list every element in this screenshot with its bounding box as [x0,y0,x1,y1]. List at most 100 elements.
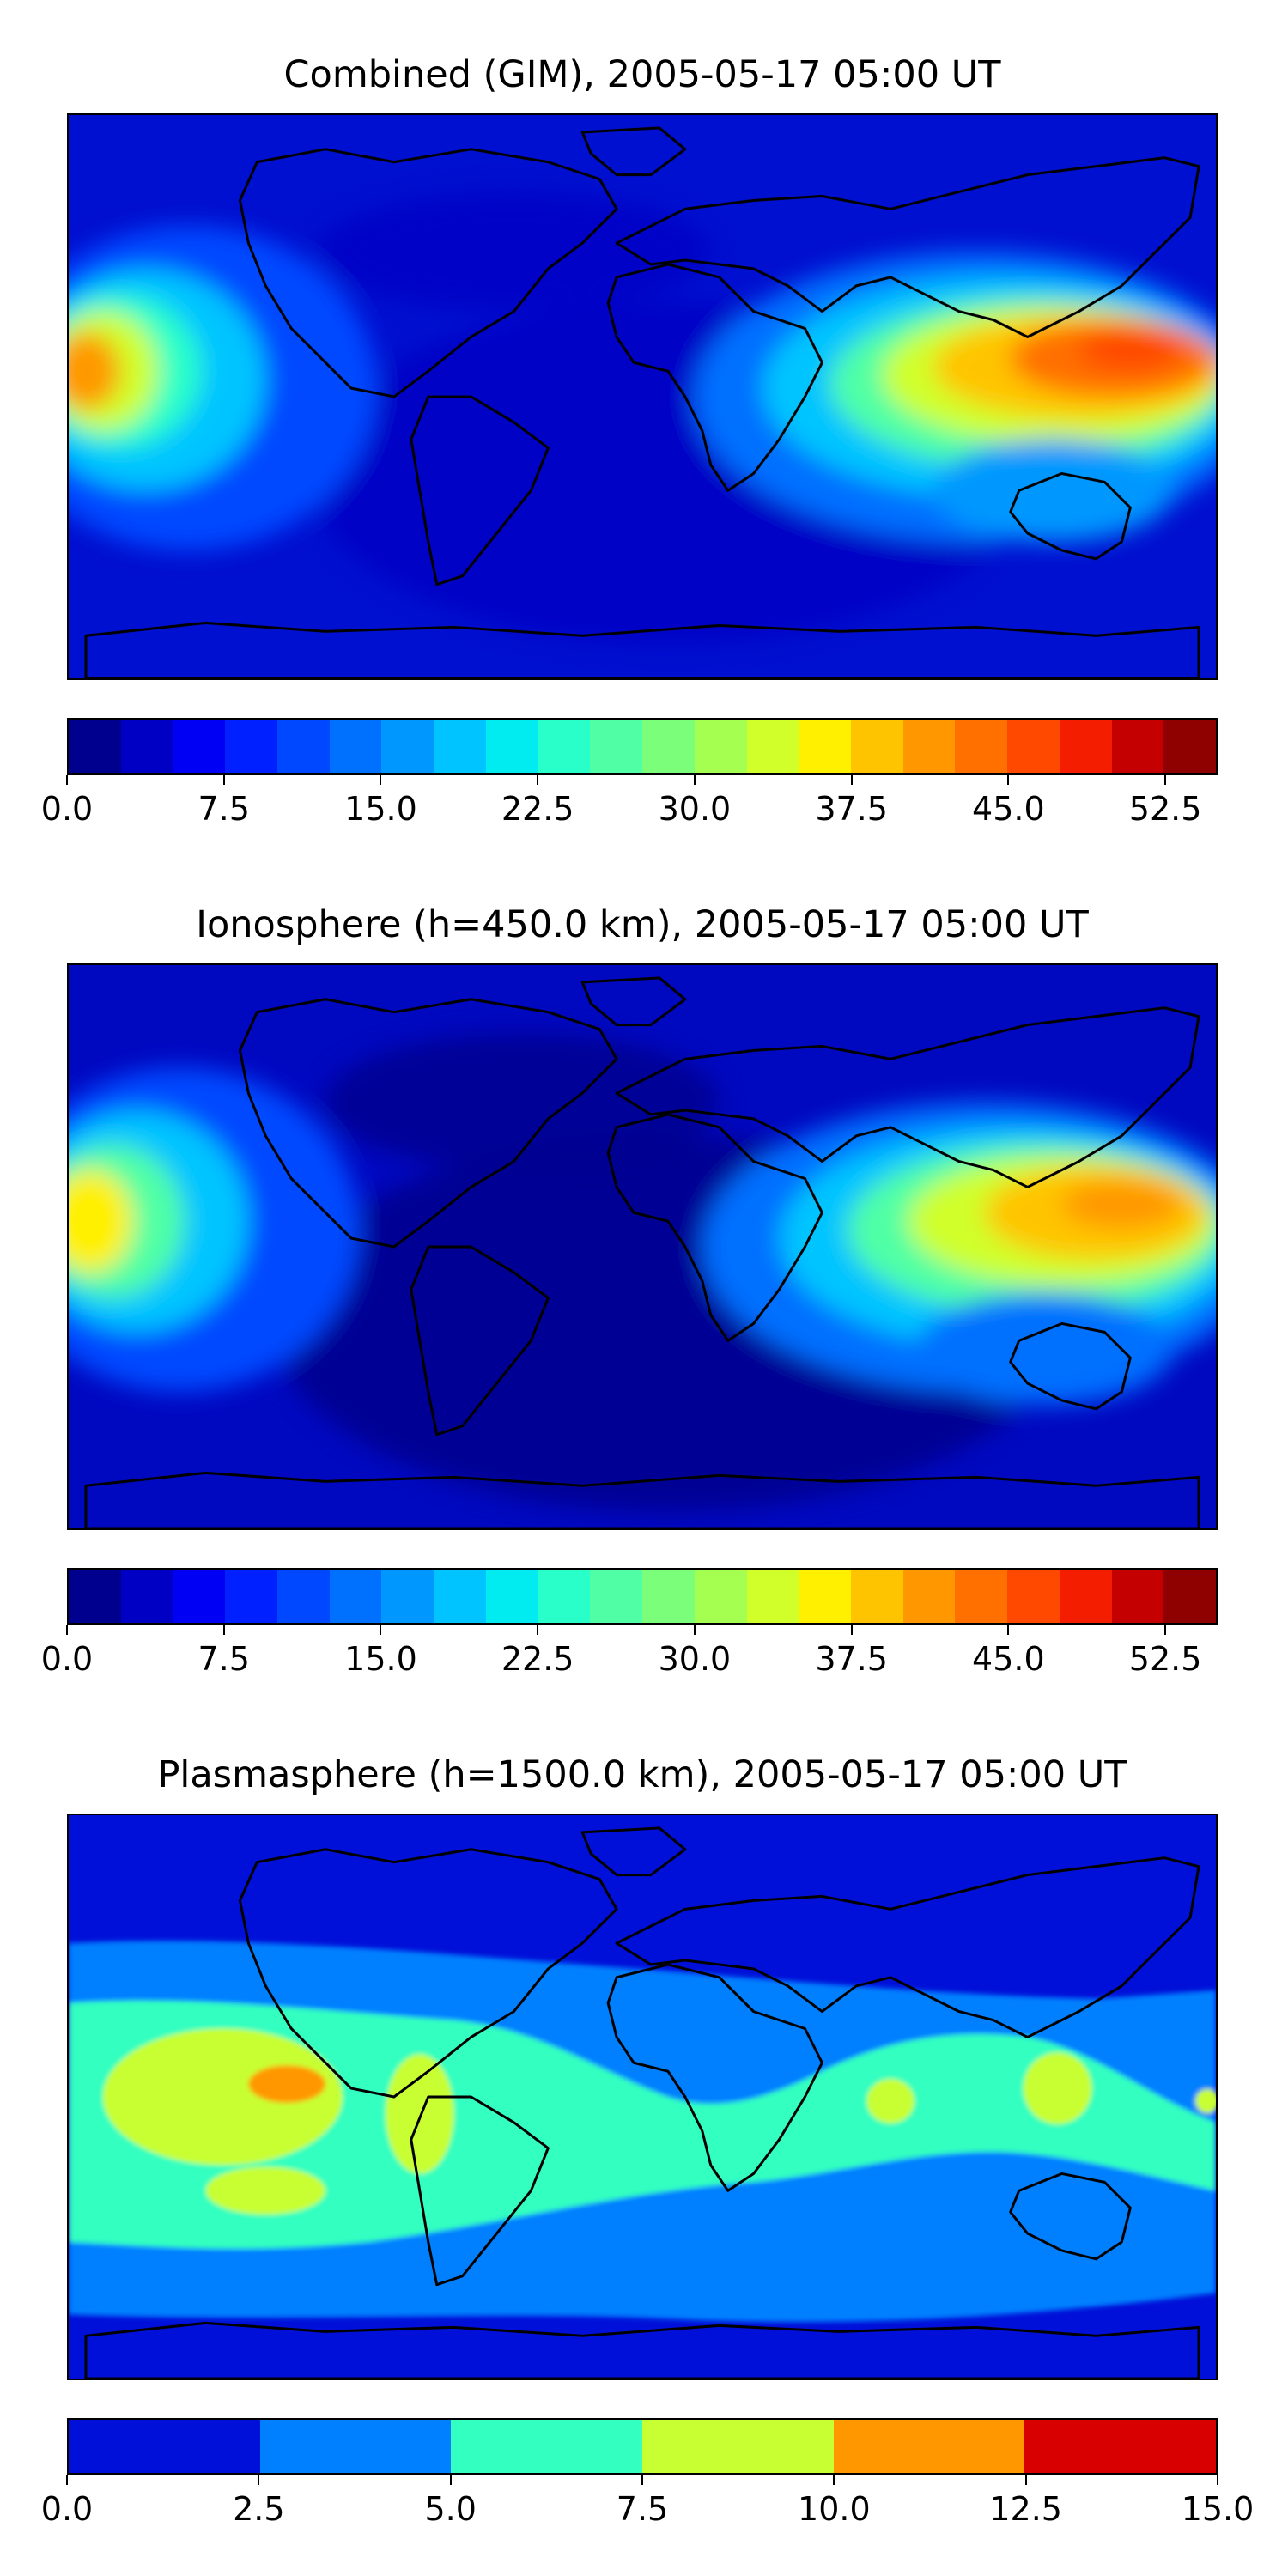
colorbar-tick-label: 10.0 [798,2490,871,2528]
colorbar-segment [590,1570,643,1623]
colorbar-segment [381,1570,434,1623]
colorbar-segment [434,720,486,773]
colorbar-segment [69,1570,121,1623]
colorbar-segment [1024,2420,1217,2473]
colorbar-segment [120,720,173,773]
colorbar-tick [1217,2475,1218,2485]
panel-1-map-svg [69,115,1216,678]
colorbar-tick-label: 45.0 [972,1640,1045,1678]
colorbar-segment [799,720,852,773]
colorbar-tick-label: 0.0 [40,2490,94,2528]
colorbar-tick-label: 15.0 [344,790,417,828]
panel-1-colorbar-ticks: 0.0 7.5 15.0 22.5 30.0 37.5 45.0 52.5 [41,775,1218,835]
colorbar-segment [538,1570,591,1623]
colorbar-segment [69,720,121,773]
colorbar-segment [799,1570,852,1623]
colorbar-tick-label: 7.5 [616,2490,669,2528]
colorbar-tick-label: 15.0 [1181,2490,1255,2528]
colorbar-segment [851,1570,903,1623]
colorbar-segment [225,1570,277,1623]
panel-2-map-svg [69,965,1216,1528]
colorbar-segment [69,2420,260,2473]
colorbar-tick [222,1625,225,1635]
colorbar-segment [1059,720,1112,773]
colorbar-tick-label: 37.5 [815,790,888,828]
colorbar-tick-label: 5.0 [424,2490,477,2528]
colorbar-tick [66,775,68,785]
colorbar-segment [1007,720,1060,773]
colorbar-segment [329,1570,382,1623]
panel-2-title: Ionosphere (h=450.0 km), 2005-05-17 05:0… [196,903,1089,946]
colorbar-tick [380,1625,382,1635]
colorbar-segment [485,1570,538,1623]
colorbar-segment [1163,720,1217,773]
colorbar-segment [329,720,382,773]
colorbar-tick-label: 45.0 [972,790,1045,828]
colorbar-tick [1007,775,1010,785]
colorbar-tick [641,2475,643,2485]
colorbar-tick-label: 22.5 [501,790,574,828]
colorbar-tick-label: 7.5 [197,1640,250,1678]
colorbar-segment [955,720,1008,773]
colorbar-segment [173,720,226,773]
colorbar-segment [694,1570,747,1623]
colorbar-segment [120,1570,173,1623]
colorbar-tick [258,2475,260,2485]
colorbar-segment [434,1570,486,1623]
colorbar-tick [222,775,225,785]
colorbar-segment [851,720,903,773]
colorbar-tick [1007,1625,1010,1635]
colorbar-tick-label: 7.5 [197,790,250,828]
colorbar-segment [955,1570,1008,1623]
panel-3-colorbar [67,2418,1218,2475]
colorbar-tick [693,1625,696,1635]
panel-1-colorbar [67,718,1218,775]
colorbar-tick [66,1625,68,1635]
colorbar-segment [746,1570,799,1623]
colorbar-segment [694,720,747,773]
colorbar-tick [537,775,539,785]
colorbar-tick [850,1625,853,1635]
colorbar-tick-label: 37.5 [815,1640,888,1678]
colorbar-tick [66,2475,68,2485]
colorbar-segment [1163,1570,1217,1623]
colorbar-tick-label: 0.0 [40,1640,94,1678]
colorbar-tick [833,2475,835,2485]
colorbar-tick [1024,2475,1027,2485]
colorbar-tick-label: 30.0 [658,1640,732,1678]
panel-1-title: Combined (GIM), 2005-05-17 05:00 UT [283,53,1001,96]
colorbar-tick [537,1625,539,1635]
panel-2-tec-map [67,963,1218,1530]
colorbar-segment [1007,1570,1060,1623]
colorbar-tick [850,775,853,785]
colorbar-tick [1164,1625,1167,1635]
colorbar-tick [693,775,696,785]
panel-2-colorbar [67,1568,1218,1625]
colorbar-segment [642,720,695,773]
colorbar-tick-label: 2.5 [233,2490,285,2528]
panel-3-map-svg [69,1815,1216,2379]
colorbar-segment [642,2420,834,2473]
colorbar-segment [590,720,643,773]
colorbar-segment [276,720,330,773]
colorbar-segment [173,1570,226,1623]
colorbar-segment [1111,720,1164,773]
colorbar-segment [381,720,434,773]
colorbar-tick [1164,775,1167,785]
colorbar-segment [276,1570,330,1623]
colorbar-tick [449,2475,452,2485]
panel-1-tec-map [67,113,1218,680]
colorbar-segment [833,2420,1025,2473]
colorbar-tick-label: 22.5 [501,1640,574,1678]
colorbar-segment [746,720,799,773]
colorbar-segment [259,2420,452,2473]
colorbar-segment [485,720,538,773]
colorbar-tick-label: 15.0 [344,1640,417,1678]
colorbar-segment [451,2420,643,2473]
colorbar-tick-label: 52.5 [1128,790,1202,828]
colorbar-segment [1059,1570,1112,1623]
colorbar-tick-label: 52.5 [1128,1640,1202,1678]
colorbar-segment [1111,1570,1164,1623]
panel-3-tec-map [67,1814,1218,2380]
panel-3-colorbar-ticks: 0.0 2.5 5.0 7.5 10.0 12.5 15.0 [41,2475,1254,2535]
